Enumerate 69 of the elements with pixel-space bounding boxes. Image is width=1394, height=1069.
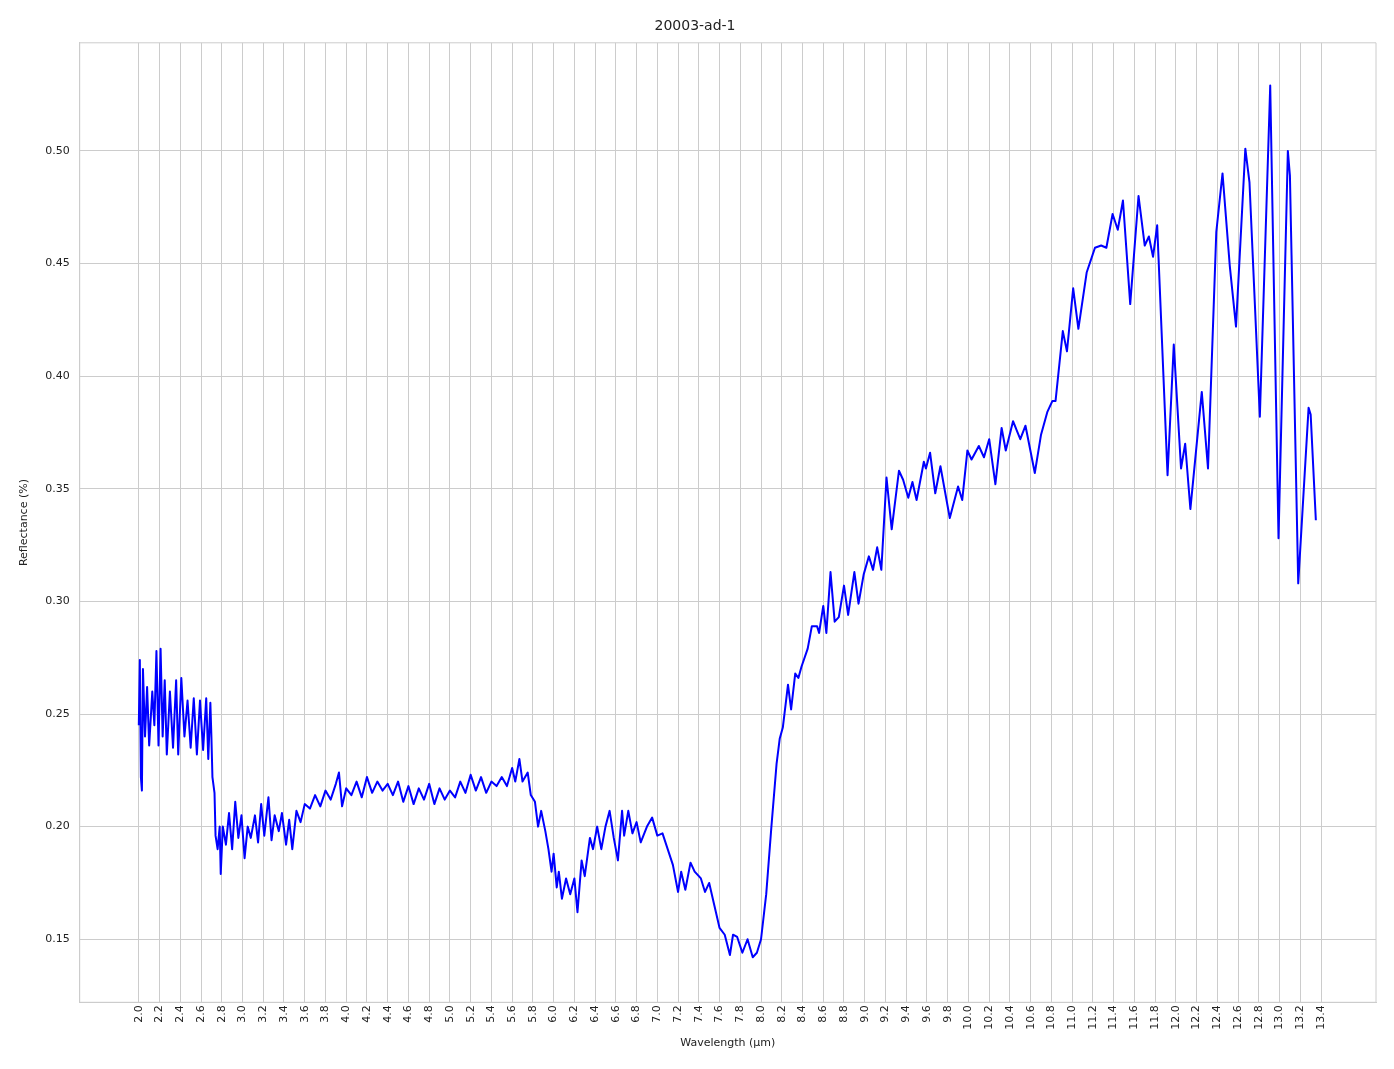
x-tick-label: 10.4 <box>1002 1005 1016 1030</box>
x-tick-label: 10.0 <box>961 1005 975 1030</box>
x-tick-label: 3.2 <box>256 1005 270 1023</box>
x-tick-label: 3.6 <box>297 1005 311 1023</box>
x-tick-label: 2.2 <box>152 1005 166 1023</box>
x-tick-label: 11.4 <box>1106 1005 1120 1030</box>
x-tick-label: 2.8 <box>214 1005 228 1023</box>
x-tick-label: 13.0 <box>1272 1005 1286 1030</box>
x-tick-label: 4.4 <box>380 1005 394 1023</box>
x-tick-label: 12.4 <box>1210 1005 1224 1030</box>
x-tick-label: 11.0 <box>1065 1005 1078 1030</box>
y-tick-label: 0.20 <box>45 819 70 833</box>
x-tick-label: 12.0 <box>1168 1005 1182 1030</box>
x-tick-label: 9.8 <box>940 1005 954 1023</box>
y-tick-label: 0.50 <box>45 143 70 157</box>
y-tick-label: 0.30 <box>45 594 70 608</box>
x-tick-label: 7.8 <box>733 1005 747 1023</box>
x-tick-label: 3.8 <box>318 1005 332 1023</box>
x-tick-label: 9.0 <box>857 1005 871 1023</box>
y-tick-label: 0.40 <box>45 369 70 383</box>
x-tick-label: 5.2 <box>463 1005 477 1023</box>
x-tick-label: 4.6 <box>401 1005 415 1023</box>
x-tick-label: 6.0 <box>546 1005 560 1023</box>
x-tick-label: 10.2 <box>982 1005 996 1030</box>
x-tick-label: 13.2 <box>1293 1005 1307 1030</box>
x-tick-label: 8.0 <box>753 1005 767 1023</box>
x-tick-label: 6.6 <box>608 1005 622 1023</box>
x-tick-label: 13.4 <box>1313 1005 1327 1030</box>
x-tick-label: 9.4 <box>899 1005 913 1023</box>
x-tick-label: 2.0 <box>131 1005 145 1023</box>
y-tick-label: 0.15 <box>45 932 70 946</box>
x-tick-label: 9.2 <box>878 1005 892 1023</box>
x-tick-label: 8.4 <box>795 1005 809 1023</box>
x-tick-label: 2.4 <box>173 1005 187 1023</box>
x-tick-label: 8.2 <box>774 1005 788 1023</box>
x-tick-label: 12.6 <box>1230 1005 1244 1030</box>
x-tick-label: 12.8 <box>1251 1005 1265 1030</box>
x-tick-label: 7.0 <box>650 1005 664 1023</box>
x-tick-label: 4.0 <box>339 1005 353 1023</box>
x-tick-label: 10.6 <box>1023 1005 1037 1030</box>
chart-title: 20003-ad-1 <box>654 17 736 34</box>
x-tick-label: 5.8 <box>525 1005 539 1023</box>
x-tick-label: 6.2 <box>567 1005 581 1023</box>
x-tick-label: 7.6 <box>712 1005 726 1023</box>
x-tick-label: 7.4 <box>691 1005 705 1023</box>
x-tick-label: 12.2 <box>1189 1005 1203 1030</box>
x-tick-label: 6.4 <box>587 1005 601 1023</box>
x-tick-label: 3.0 <box>235 1005 249 1023</box>
x-tick-label: 8.6 <box>816 1005 830 1023</box>
x-tick-label: 6.8 <box>629 1005 643 1023</box>
x-tick-label: 4.8 <box>422 1005 436 1023</box>
y-axis-title: Reflectance (%) <box>17 479 31 567</box>
x-tick-label: 4.2 <box>359 1005 373 1023</box>
y-tick-label: 0.45 <box>45 256 70 270</box>
y-tick-label: 0.35 <box>45 481 70 495</box>
x-tick-label: 9.6 <box>919 1005 933 1023</box>
x-tick-label: 5.6 <box>505 1005 518 1023</box>
x-tick-label: 2.6 <box>193 1005 207 1023</box>
x-tick-label: 8.8 <box>836 1005 850 1023</box>
x-tick-label: 10.8 <box>1044 1005 1058 1030</box>
y-tick-label: 0.25 <box>45 706 70 720</box>
x-axis-title: Wavelength (μm) <box>680 1036 776 1050</box>
x-tick-label: 11.2 <box>1085 1005 1099 1030</box>
x-tick-label: 5.4 <box>484 1005 498 1023</box>
x-tick-label: 7.2 <box>670 1005 684 1023</box>
x-tick-label: 5.0 <box>442 1005 456 1023</box>
x-tick-label: 11.6 <box>1127 1005 1141 1030</box>
x-tick-label: 3.4 <box>276 1005 290 1023</box>
x-tick-label: 11.8 <box>1147 1005 1161 1030</box>
